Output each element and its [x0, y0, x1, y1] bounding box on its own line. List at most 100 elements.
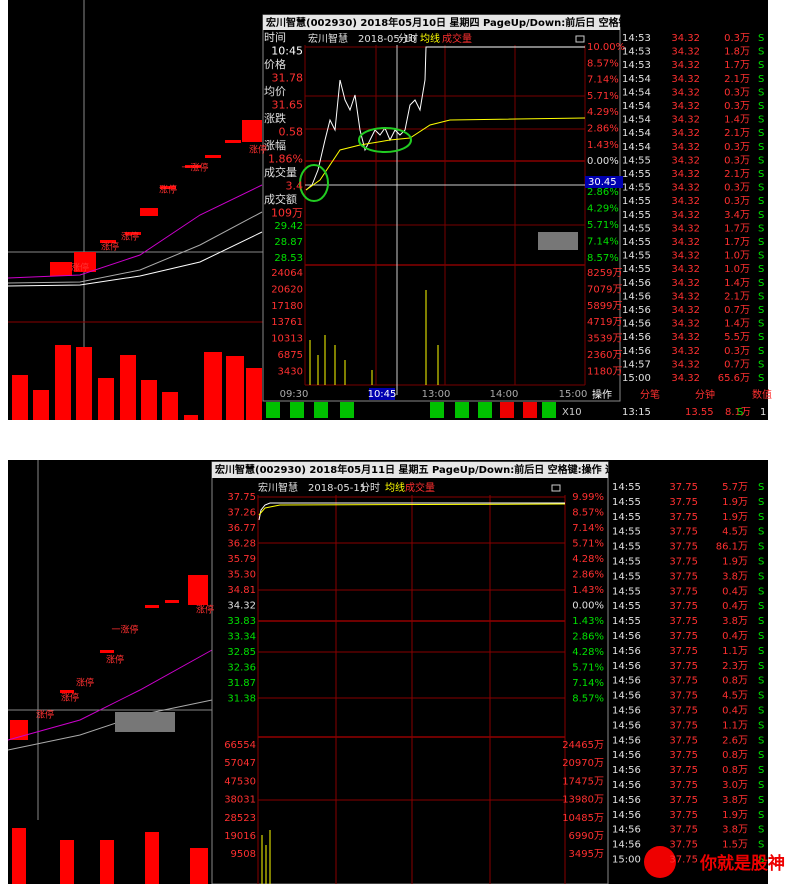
- trade-cell: 14:56: [612, 720, 641, 731]
- trade-cell: 1: [760, 407, 766, 418]
- y-tick-label: 7.14%: [587, 75, 619, 86]
- y-tick-label: 10.00%: [587, 42, 625, 53]
- y-tick-label: 36.28: [227, 539, 256, 550]
- trade-cell: 0.3万: [724, 33, 750, 44]
- trade-cell: S: [758, 291, 764, 302]
- trade-cell: 14:55: [622, 237, 651, 248]
- y-tick-label: 31.87: [227, 678, 256, 689]
- trade-cell: 1.4万: [724, 278, 750, 289]
- trade-cell: 34.32: [671, 278, 700, 289]
- trade-cell: 3.8万: [722, 571, 748, 582]
- window-button[interactable]: [551, 484, 561, 492]
- y-tick-label: 20620: [271, 284, 303, 295]
- info-value: 0.58: [279, 126, 304, 139]
- y-tick-label: 10485万: [562, 813, 604, 824]
- trade-cell: S: [758, 691, 764, 702]
- y-tick-label: 4.29%: [587, 107, 619, 118]
- trade-cell: S: [758, 47, 764, 58]
- trade-cell: 34.32: [671, 101, 700, 112]
- trade-cell: S: [758, 855, 764, 866]
- trade-cell: 1.9万: [722, 497, 748, 508]
- trade-cell: S: [737, 407, 743, 418]
- grid: [304, 45, 586, 386]
- trade-cell: 14:56: [612, 631, 641, 642]
- trade-cell: S: [758, 183, 764, 194]
- trade-cell: 3.4万: [724, 210, 750, 221]
- trade-cell: 15:00: [622, 373, 651, 384]
- info-value: 31.78: [272, 72, 304, 85]
- trade-cell: 14:56: [612, 840, 641, 851]
- y-tick-label: 3539万: [587, 334, 622, 345]
- trade-cell: S: [758, 542, 764, 553]
- y-tick-label: 2360万: [587, 350, 622, 361]
- trade-cell: S: [758, 750, 764, 761]
- trade-cell: S: [758, 720, 764, 731]
- y-tick-label: 6875: [278, 350, 303, 361]
- x-tick-label: 13:00: [422, 389, 451, 400]
- y-tick-label: 4.29%: [587, 204, 619, 215]
- trade-cell: 86.1万: [716, 542, 748, 553]
- y-tick-label: 34.32: [227, 601, 256, 612]
- kline-label: 涨停: [106, 654, 124, 666]
- trade-cell: S: [758, 60, 764, 71]
- y-tick-label: 38031: [224, 795, 256, 806]
- info-label: 时间: [264, 31, 286, 44]
- trade-cell: 14:56: [622, 278, 651, 289]
- kline-candles: [10, 575, 208, 884]
- trade-cell: S: [758, 373, 764, 384]
- trade-cell: 5.5万: [724, 332, 750, 343]
- trade-cell: 14:56: [612, 706, 641, 717]
- trade-cell: 14:55: [612, 512, 641, 523]
- y-tick-label: 0.00%: [587, 156, 619, 167]
- trade-cell: 37.75: [669, 676, 698, 687]
- y-tick-label: 2.86%: [587, 124, 619, 135]
- trade-cell: 14:54: [622, 128, 651, 139]
- tab[interactable]: 操作: [592, 388, 612, 401]
- trade-cell: 1.1万: [722, 720, 748, 731]
- kline-candles: [50, 120, 262, 276]
- trade-cell: 14:55: [622, 264, 651, 275]
- watermark-logo: [644, 846, 676, 878]
- trade-cell: 37.75: [669, 497, 698, 508]
- subheader: 宏川智慧: [258, 481, 298, 494]
- trade-cell: S: [758, 237, 764, 248]
- trade-cell: 37.75: [669, 691, 698, 702]
- y-tick-label: 36.77: [227, 523, 256, 534]
- trade-cell: 37.75: [669, 765, 698, 776]
- trade-cell: 0.7万: [724, 305, 750, 316]
- y-tick-label: 34.81: [227, 585, 256, 596]
- x-tick-label: 10:45: [368, 389, 397, 400]
- y-tick-label: 5.71%: [587, 220, 619, 231]
- y-tick-label: 35.30: [227, 570, 256, 581]
- trade-cell: 37.75: [669, 482, 698, 493]
- subheader: 成交量: [405, 481, 435, 494]
- tab[interactable]: 分笔: [640, 388, 660, 401]
- trade-cell: 34.32: [671, 210, 700, 221]
- trade-cell: 14:56: [612, 780, 641, 791]
- trade-cell: 37.75: [669, 512, 698, 523]
- avg-line: [305, 117, 586, 191]
- info-label: 价格: [264, 57, 286, 71]
- trade-cell: 34.32: [671, 47, 700, 58]
- popup-titlebar: [212, 462, 608, 478]
- popup-window: [211, 461, 609, 884]
- tab[interactable]: 分钟: [695, 388, 715, 401]
- trade-cell: 37.75: [669, 542, 698, 553]
- tab[interactable]: 数值: [752, 388, 772, 401]
- trade-cell: 34.32: [671, 359, 700, 370]
- info-label: 涨跌: [264, 111, 286, 125]
- trade-cell: 0.8万: [722, 676, 748, 687]
- x-tick-label: 15:00: [559, 389, 588, 400]
- annotation-circle: [358, 127, 412, 153]
- trade-cell: 14:54: [622, 87, 651, 98]
- trade-cell: 14:54: [622, 115, 651, 126]
- subheader: 2018-05-10: [358, 34, 416, 45]
- price-marker: 30.45: [588, 177, 617, 188]
- window-button[interactable]: [575, 35, 585, 43]
- trade-cell: S: [758, 155, 764, 166]
- trade-cell: S: [758, 810, 764, 821]
- y-tick-label: 24064: [271, 268, 303, 279]
- y-tick-label: 66554: [224, 740, 256, 751]
- trade-cell: S: [758, 74, 764, 85]
